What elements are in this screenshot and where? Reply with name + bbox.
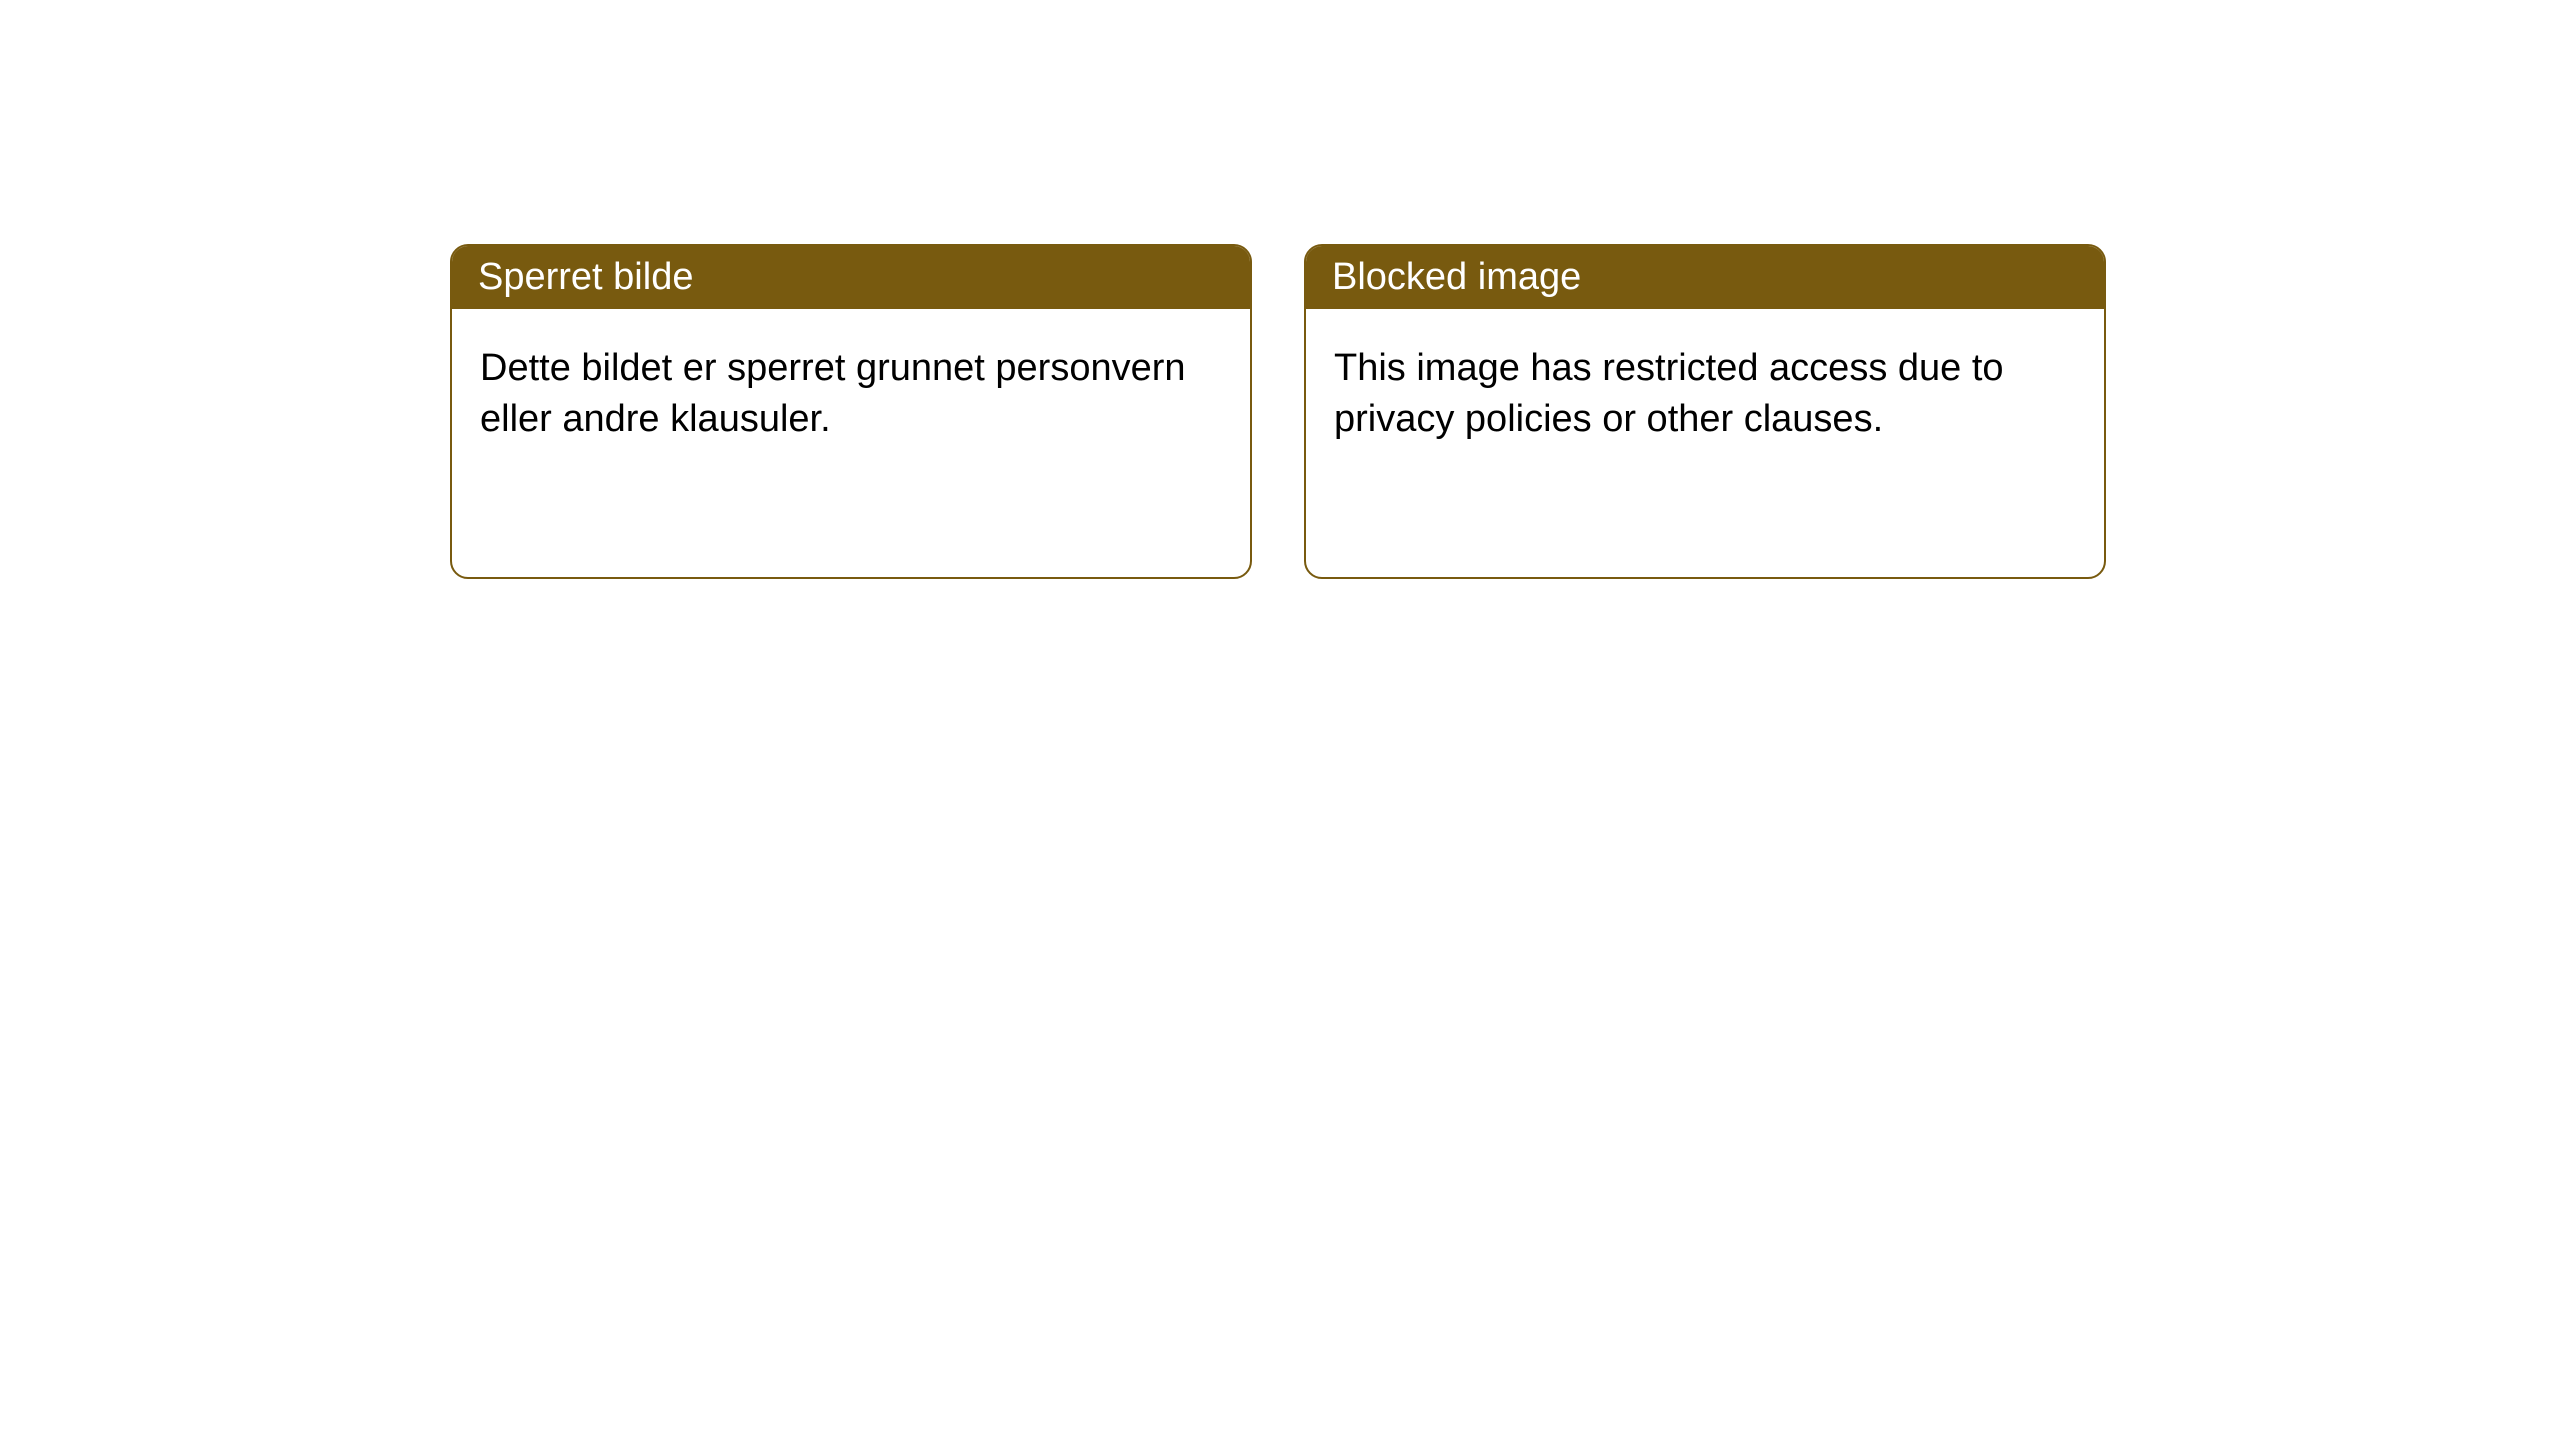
card-body: Dette bildet er sperret grunnet personve… <box>452 309 1250 480</box>
notice-card-english: Blocked image This image has restricted … <box>1304 244 2106 579</box>
notice-container: Sperret bilde Dette bildet er sperret gr… <box>0 0 2560 579</box>
card-header: Blocked image <box>1306 246 2104 309</box>
notice-card-norwegian: Sperret bilde Dette bildet er sperret gr… <box>450 244 1252 579</box>
card-body: This image has restricted access due to … <box>1306 309 2104 480</box>
card-header: Sperret bilde <box>452 246 1250 309</box>
